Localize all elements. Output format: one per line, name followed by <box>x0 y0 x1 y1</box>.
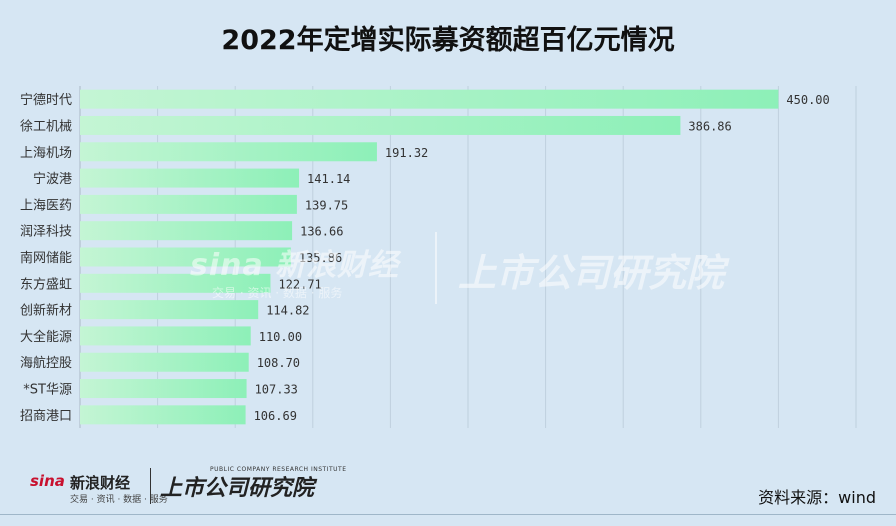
value-label: 191.32 <box>385 146 428 160</box>
bottom-divider <box>0 514 896 515</box>
institute-logo: 上市公司研究院 <box>160 476 315 501</box>
bar <box>80 142 377 162</box>
bar <box>80 247 291 267</box>
institute-logo-sub: PUBLIC COMPANY RESEARCH INSTITUTE <box>210 466 347 473</box>
footer: sina 新浪财经 交易 · 资讯 · 数据 · 服务 PUBLIC COMPA… <box>0 456 896 516</box>
bar <box>80 168 300 188</box>
value-label: 110.00 <box>259 330 302 344</box>
category-label: 大全能源 <box>20 329 72 345</box>
category-label: 创新新材 <box>20 303 72 319</box>
category-label: 宁波港 <box>33 171 72 187</box>
bar <box>80 115 681 135</box>
category-label: 东方盛虹 <box>20 276 72 292</box>
sina-logo-cn: 新浪财经 <box>70 474 131 492</box>
value-label: 139.75 <box>305 198 348 212</box>
logo-divider <box>150 468 151 504</box>
bar <box>80 405 246 425</box>
bars-group <box>80 89 779 425</box>
bar <box>80 352 249 372</box>
value-label: 107.33 <box>255 383 298 397</box>
value-label: 386.86 <box>688 119 731 133</box>
sina-logo: sina <box>30 472 65 490</box>
category-label: *ST华源 <box>23 383 72 398</box>
value-label: 450.00 <box>786 93 829 107</box>
bar <box>80 300 259 320</box>
bar <box>80 89 779 109</box>
value-label: 106.69 <box>254 409 297 423</box>
bar <box>80 194 297 214</box>
bar <box>80 379 247 399</box>
source-note: 资料来源：wind <box>758 488 876 507</box>
value-label: 122.71 <box>278 277 321 291</box>
chart-title: 2022年定增实际募资额超百亿元情况 <box>221 25 675 56</box>
category-label: 宁德时代 <box>20 92 72 108</box>
value-label: 141.14 <box>307 172 350 186</box>
category-label: 上海机场 <box>20 146 72 161</box>
category-label: 上海医药 <box>20 198 72 213</box>
value-labels: 450.00 386.86 191.32 141.14 139.75 136.66 135.… <box>254 93 830 423</box>
value-label: 108.70 <box>257 356 300 370</box>
category-label: 润泽科技 <box>20 225 72 240</box>
category-label: 南网储能 <box>20 250 72 266</box>
category-label: 海航控股 <box>20 355 72 371</box>
category-label: 徐工机械 <box>20 119 72 134</box>
category-label: 招商港口 <box>20 409 72 424</box>
bar <box>80 273 271 293</box>
bar <box>80 221 293 241</box>
category-labels: 宁德时代徐工机械上海机场宁波港上海医药润泽科技南网储能东方盛虹创新新材大全能源海… <box>20 92 72 424</box>
value-label: 136.66 <box>300 225 343 239</box>
value-label: 114.82 <box>266 304 309 318</box>
value-label: 135.86 <box>299 251 342 265</box>
sina-logo-sub: 交易 · 资讯 · 数据 · 服务 <box>70 495 168 505</box>
bar <box>80 326 251 346</box>
